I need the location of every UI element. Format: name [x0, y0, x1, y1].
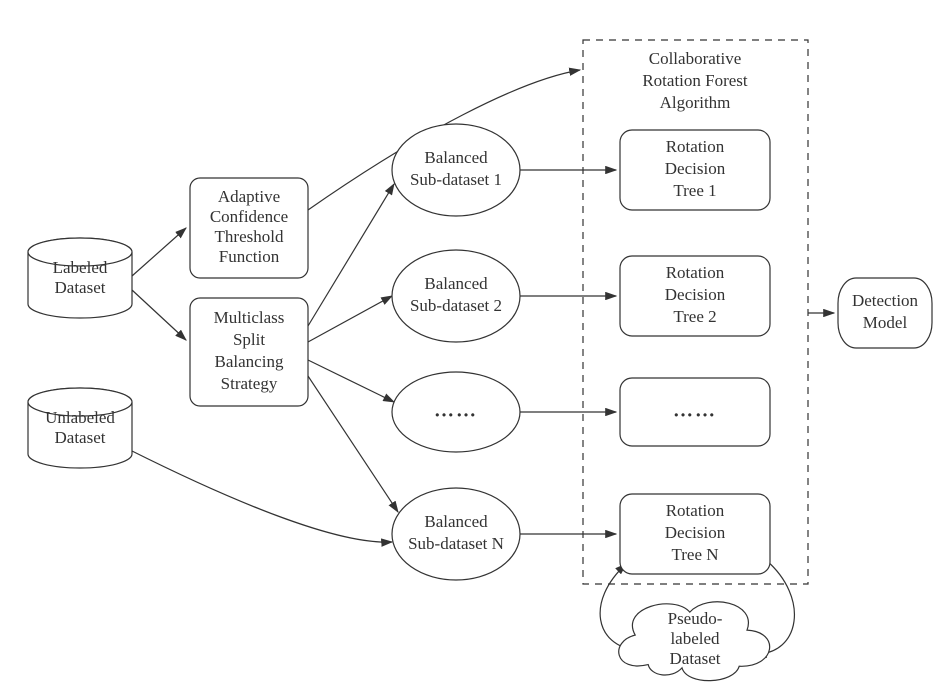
subN: Balanced Sub-dataset N [392, 488, 520, 580]
unlabeled-label: Unlabeled [45, 408, 115, 427]
adaptive: AdaptiveConfidenceThresholdFunction [190, 178, 308, 278]
sub1: Balanced Sub-dataset 1 [392, 124, 520, 216]
unlabeled-to-subN [130, 450, 392, 542]
multiclass-to-subN [308, 376, 398, 512]
sub2-label: Sub-dataset 2 [410, 296, 502, 315]
sub1-label: Balanced [424, 148, 488, 167]
labeled: LabeledDataset [28, 238, 132, 318]
adaptive-label: Function [219, 247, 280, 266]
multiclass-to-sub1 [308, 184, 394, 326]
tree1-label: Tree 1 [673, 181, 716, 200]
sub_dots: …… [392, 372, 520, 452]
tree2: Rotation Decision Tree 2 [620, 256, 770, 336]
unlabeled-label: Dataset [55, 428, 106, 447]
tree2-label: Tree 2 [673, 307, 716, 326]
treeN: Rotation Decision Tree N [620, 494, 770, 574]
forest-title-line: Collaborative [649, 49, 742, 68]
sub2-label: Balanced [424, 274, 488, 293]
pseudo-label: Dataset [670, 649, 721, 668]
tree1-label: Rotation [666, 137, 725, 156]
labeled-to-multiclass [132, 290, 186, 340]
subN-label: Sub-dataset N [408, 534, 504, 553]
treeN-label: Decision [665, 523, 726, 542]
sub2: Balanced Sub-dataset 2 [392, 250, 520, 342]
tree_dots: …… [620, 378, 770, 446]
subN-label: Balanced [424, 512, 488, 531]
tree2-label: Decision [665, 285, 726, 304]
multiclass-to-sub2 [308, 296, 392, 342]
multiclass-label: Balancing [215, 352, 284, 371]
adaptive-label: Confidence [210, 207, 288, 226]
pseudo-label: labeled [670, 629, 720, 648]
forest-title-line: Algorithm [660, 93, 731, 112]
multiclass-label: Split [233, 330, 265, 349]
multiclass-label: Strategy [221, 374, 278, 393]
sub1-label: Sub-dataset 1 [410, 170, 502, 189]
adaptive-label: Threshold [215, 227, 284, 246]
labeled-label: Dataset [55, 278, 106, 297]
tree1: Rotation Decision Tree 1 [620, 130, 770, 210]
detection-label: Model [863, 313, 908, 332]
tree2-label: Rotation [666, 263, 725, 282]
tree_dots-label: …… [673, 400, 717, 422]
multiclass-label: Multiclass [214, 308, 285, 327]
multiclass: Multiclass Split Balancing Strategy [190, 298, 308, 406]
forest-title-line: Rotation Forest [642, 71, 748, 90]
labeled-label: Labeled [53, 258, 108, 277]
detection: Detection Model [838, 278, 932, 348]
detection-label: Detection [852, 291, 919, 310]
labeled-to-adaptive [132, 228, 186, 276]
pseudo-label: Pseudo- [668, 609, 723, 628]
treeN-label: Rotation [666, 501, 725, 520]
tree1-label: Decision [665, 159, 726, 178]
unlabeled: UnlabeledDataset [28, 388, 132, 468]
adaptive-label: Adaptive [218, 187, 280, 206]
treeN-label: Tree N [671, 545, 718, 564]
pseudo: Pseudo-labeledDataset [619, 602, 770, 681]
sub_dots-label: …… [434, 400, 478, 422]
